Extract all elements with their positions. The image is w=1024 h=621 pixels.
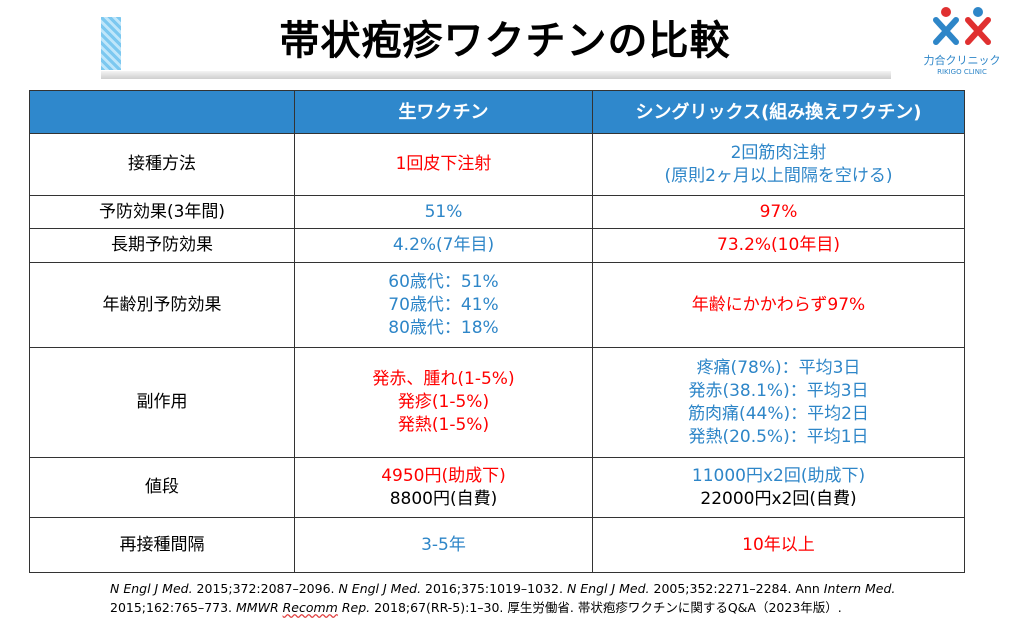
live-vaccine-cell: 4.2%(7年目) [294,228,593,263]
shingrix-cell: 疼痛(78%)：平均3日 発赤(38.1%)：平均3日 筋肉痛(44%)：平均2日発… [592,347,965,458]
cell-line: 2回筋肉注射 [730,142,827,163]
shingrix-cell: 10年以上 [592,517,965,573]
row-label: 副作用 [29,347,295,458]
reference-segment: 2018;67(RR-5):1–30. 厚生労働省. 帯状疱疹ワクチンに関するQ… [370,600,842,615]
cell-line: 発疹(1-5%) [397,392,490,412]
cell-line: 4.2%(7年目) [392,235,495,255]
clinic-name-en: RIKIGO CLINIC [937,68,987,76]
cell-line: 73.2%(10年目) [717,235,840,255]
cell-line: 筋肉痛(44%)：平均2日 [688,403,869,424]
reference-segment: MMWR [236,600,283,615]
cell-line: 1回皮下注射 [395,154,492,174]
reference-segment: Intern Med. [823,581,896,596]
reference-segment: N Engl J Med. [338,581,422,596]
shingrix-cell: 年齢にかかわらず97% [592,262,965,348]
references: N Engl J Med. 2015;372:2087–2096. N Engl… [110,579,990,617]
live-vaccine-cell: 1回皮下注射 [294,133,593,196]
cell-line: 97% [759,201,798,222]
cell-line: (原則2ヶ月以上間隔を空ける) [664,165,893,186]
row-label: 予防効果(3年間) [29,195,295,229]
cell-line: 22000円x2回(自費) [700,488,857,509]
row-label: 接種方法 [29,133,295,196]
row-label: 長期予防効果 [29,228,295,263]
shingrix-cell: 73.2%(10年目) [592,228,965,263]
live-vaccine-cell: 51% [294,195,593,229]
live-vaccine-cell: 4950円(助成下) 8800円(自費) [294,457,593,518]
reference-segment: 2016;375:1019–1032. [421,581,567,596]
cell-line: 80歳代：18% [388,317,499,338]
table-row: 長期予防効果 4.2%(7年目) 73.2%(10年目) [29,228,965,263]
title-decoration [101,17,121,70]
header-shingrix: シングリックス(組み換えワクチン) [592,90,965,134]
shingrix-cell: 2回筋肉注射 (原則2ヶ月以上間隔を空ける) [592,133,965,196]
cell-line: 発赤(38.1%)：平均3日 [688,380,869,401]
clinic-logo: 力合クリニック RIKIGO CLINIC [922,6,1002,76]
cell-line: 11000円x2回(助成下) [691,465,866,486]
cell-line: 10年以上 [742,534,815,555]
reference-segment: Rep. [337,600,371,615]
cell-line: 51% [424,201,463,222]
row-label: 値段 [29,457,295,518]
reference-segment: 2005;352:2271–2284. Ann [649,581,824,596]
table-row: 副作用 発赤、腫れ(1-5%) 発疹(1-5%) 発熱(1-5%) 疼痛(78%)：平均… [29,347,965,458]
cell-line: 発赤、腫れ(1-5%) [372,369,515,389]
cell-line: 60歳代：51% [388,271,499,292]
row-label: 年齢別予防効果 [29,262,295,348]
cell-line: 8800円(自費) [389,488,498,509]
shingrix-cell: 97% [592,195,965,229]
live-vaccine-cell: 60歳代：51% 70歳代：41% 80歳代：18% [294,262,593,348]
reference-segment: 2015;162:765–773. [110,600,237,615]
page-title: 帯状疱疹ワクチンの比較 [279,18,731,64]
live-vaccine-cell: 3-5年 [294,517,593,573]
cell-line: 70歳代：41% [388,294,499,315]
clinic-name-jp: 力合クリニック [923,54,1001,67]
reference-segment: N Engl J Med. [110,581,193,596]
table-row: 値段 4950円(助成下) 8800円(自費) 11000円x2回(助成下) 22000… [29,457,965,518]
cell-line: 年齢にかかわらず97% [691,294,866,315]
table-row: 接種方法 1回皮下注射 2回筋肉注射 (原則2ヶ月以上間隔を空ける) [29,133,965,196]
cell-line: 3-5年 [421,534,466,555]
table-row: 年齢別予防効果 60歳代：51% 70歳代：41% 80歳代：18% 年齢にかかわらず9… [29,262,965,348]
table-header-row: 生ワクチン シングリックス(組み換えワクチン) [29,90,965,134]
header-live-vaccine: 生ワクチン [294,90,593,134]
live-vaccine-cell: 発赤、腫れ(1-5%) 発疹(1-5%) 発熱(1-5%) [294,347,593,458]
reference-segment: 2015;372:2087–2096. [192,581,339,596]
table-row: 再接種間隔 3-5年 10年以上 [29,517,965,573]
clinic-logo-icon [933,7,991,45]
cell-line: 発熱(1-5%) [397,415,490,435]
header-empty [29,90,295,134]
row-label: 再接種間隔 [29,517,295,573]
shingrix-cell: 11000円x2回(助成下) 22000円x2回(自費) [592,457,965,518]
comparison-table: 生ワクチン シングリックス(組み換えワクチン) 接種方法 1回皮下注射 2回筋肉注射… [29,90,965,573]
cell-line: 4950円(助成下) [381,465,506,486]
cell-line: 発熱(20.5%)：平均1日 [688,426,869,447]
reference-segment: Recomm [282,600,338,615]
title-underline [101,71,891,79]
reference-segment: N Engl J Med. [566,581,650,596]
cell-line: 疼痛(78%)：平均3日 [696,357,861,378]
table-row: 予防効果(3年間) 51% 97% [29,195,965,229]
